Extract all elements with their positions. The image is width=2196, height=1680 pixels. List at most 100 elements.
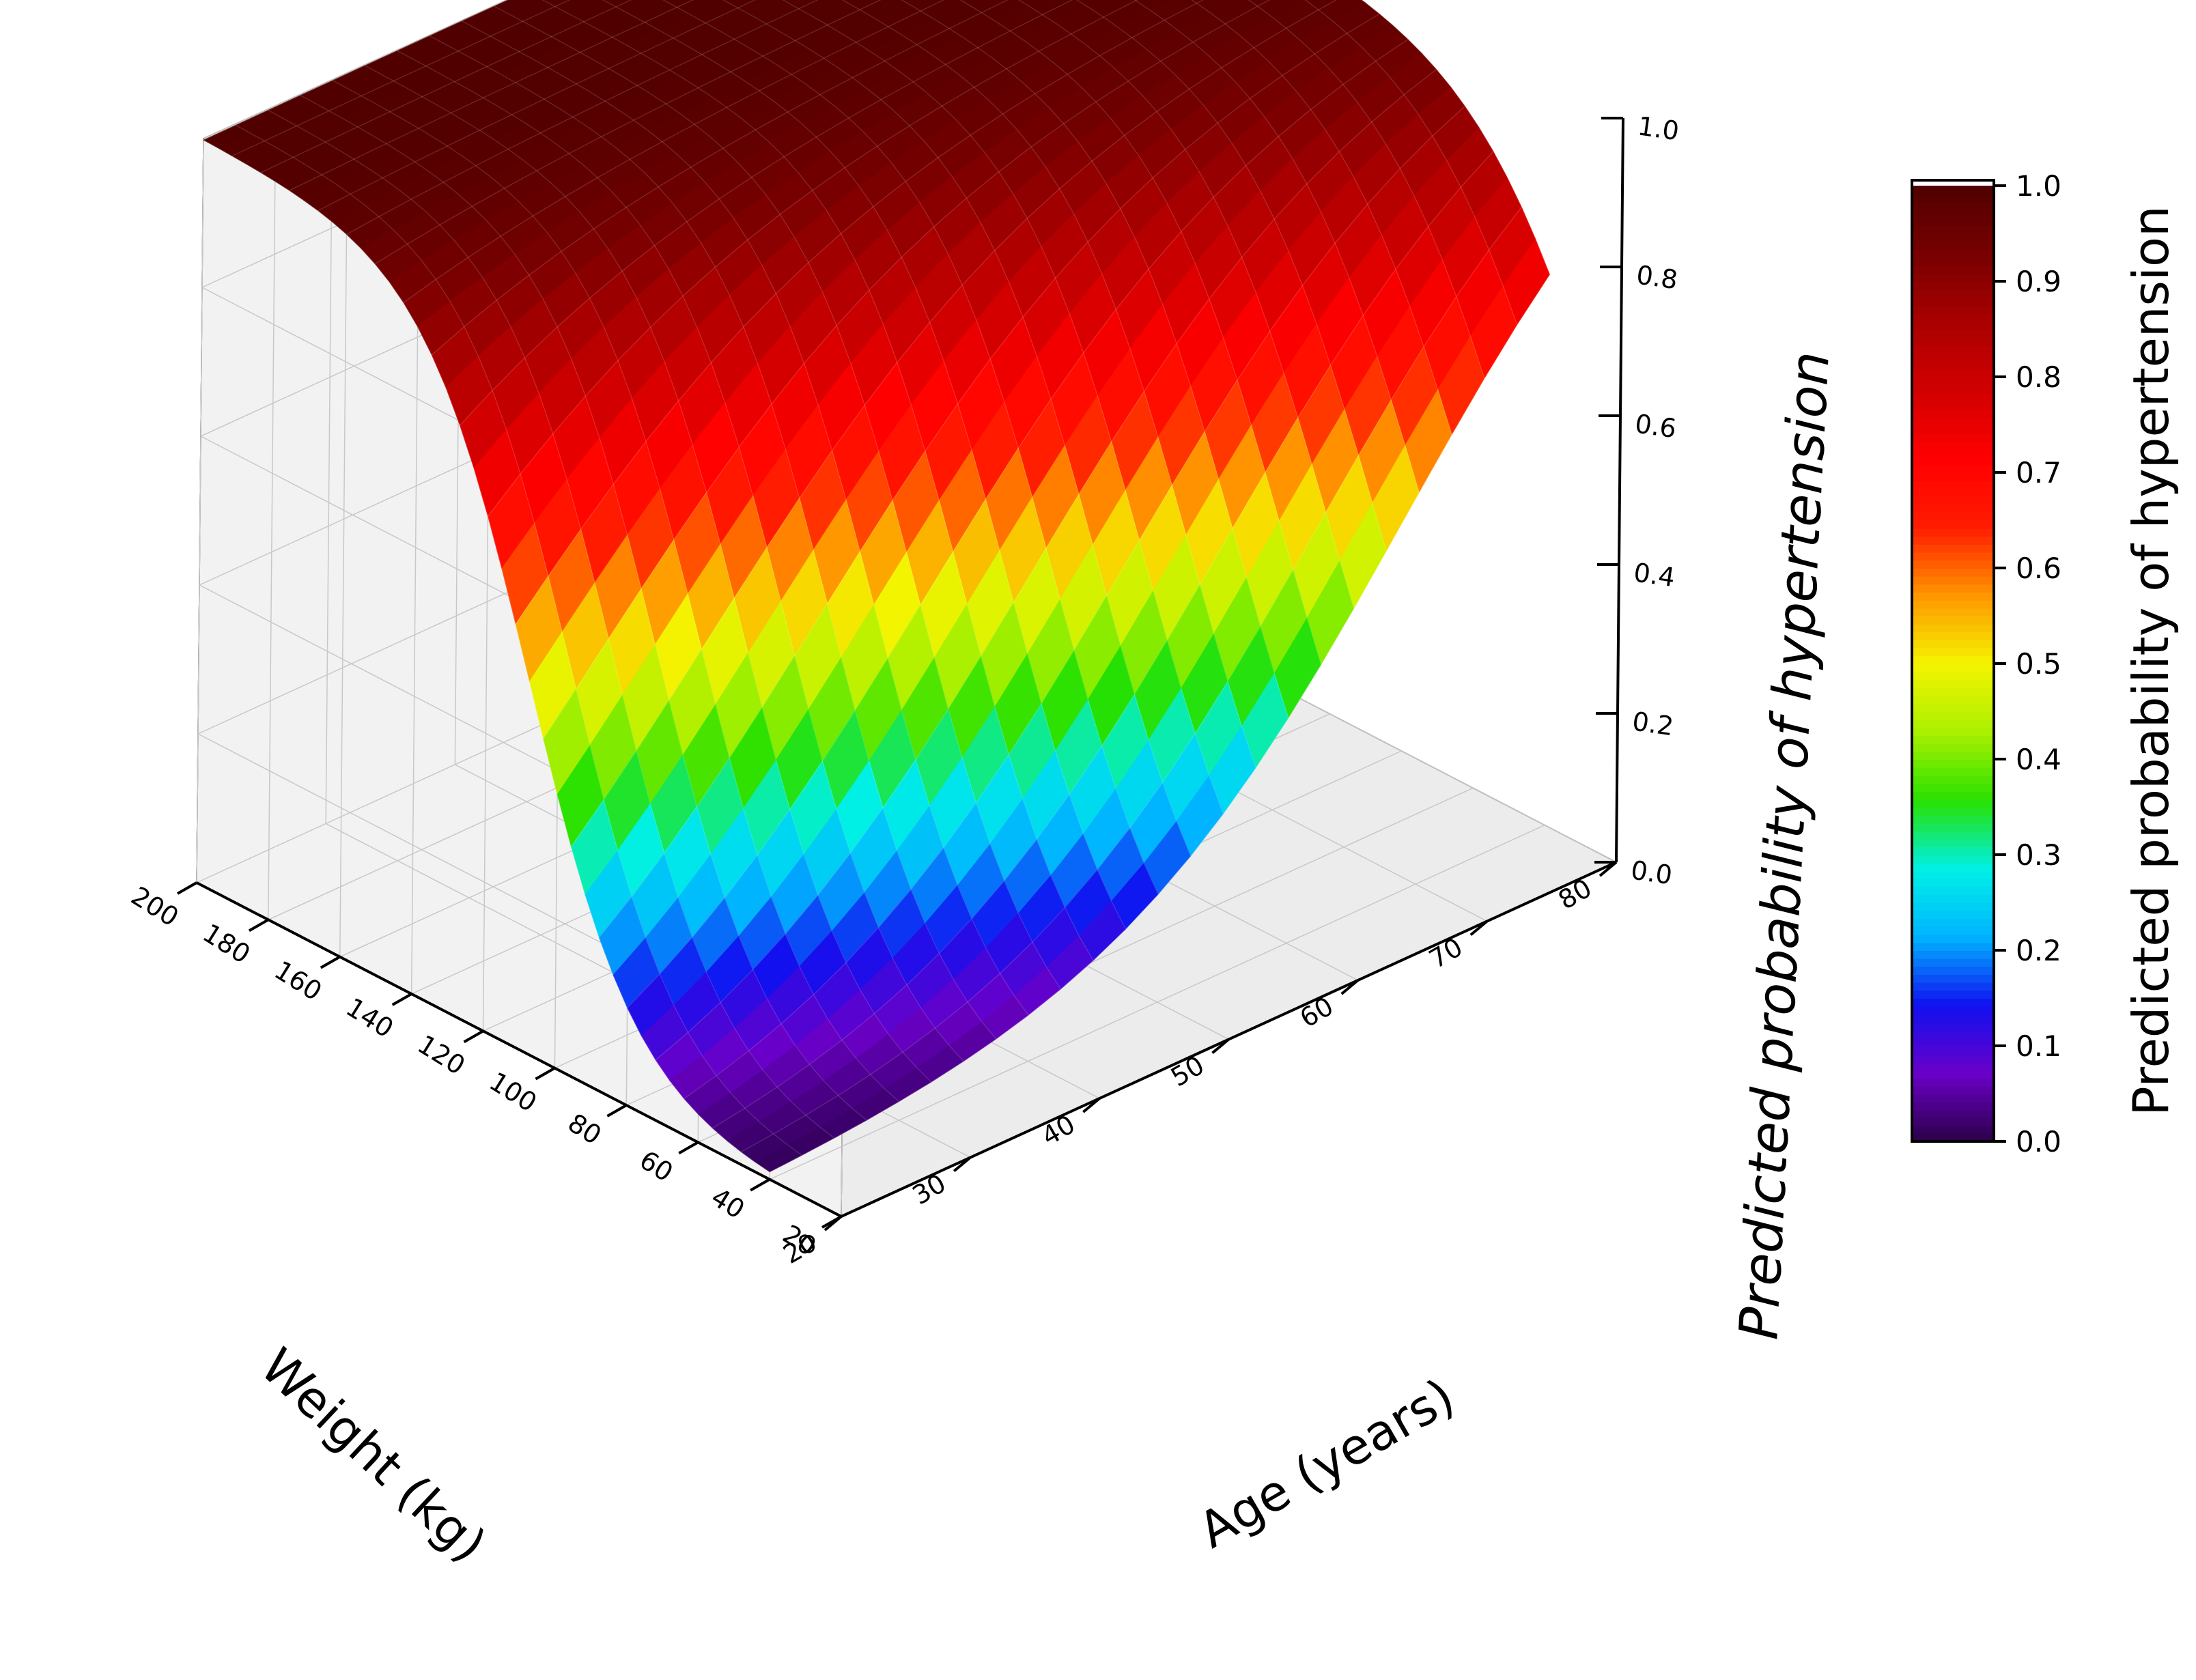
surface-mesh-line: [1304, 0, 1518, 325]
grid-line-weight-wall: [410, 249, 419, 995]
surface-mesh-line: [598, 13, 1380, 938]
colorbar-band: [1912, 990, 1994, 999]
colorbar-band: [1912, 241, 1994, 251]
surface-patch: [1248, 0, 1270, 7]
weight-axis-line: [196, 881, 842, 1218]
colorbar-band: [1912, 998, 1994, 1007]
colorbar-band: [1912, 384, 1994, 394]
weight-tick-label: 160: [269, 955, 327, 1007]
colorbar-band: [1912, 321, 1994, 330]
colorbar-band: [1912, 305, 1994, 314]
age-tick: [1599, 861, 1618, 877]
colorbar: 0.0 0.1 0.2 0.3 0.4 0.5 0.6 0.7 0.8 0.9 1.0: [1911, 169, 2061, 1158]
colorbar-band: [1912, 377, 1994, 386]
colorbar-band: [1912, 902, 1994, 911]
surface-mesh-line: [346, 0, 819, 235]
colorbar-band: [1912, 679, 1994, 688]
colorbar-band: [1912, 814, 1994, 824]
surface-patch: [901, 0, 913, 3]
z-axis-title: Predicted probability of hypertension: [1728, 350, 1842, 1341]
colorbar-band: [1912, 552, 1994, 561]
colorbar-band: [1912, 894, 1994, 903]
colorbar-band: [1912, 862, 1994, 872]
colorbar-band: [1912, 1117, 1994, 1126]
colorbar-band: [1912, 1006, 1994, 1015]
colorbar-band: [1912, 464, 1994, 473]
colorbar-band: [1912, 799, 1994, 808]
colorbar-band: [1912, 1014, 1994, 1023]
colorbar-tick-label: 0.5: [2016, 647, 2061, 681]
colorbar-band: [1912, 616, 1994, 625]
colorbar-band: [1912, 449, 1994, 457]
surface-mesh-line: [602, 0, 1127, 930]
colorbar-band: [1912, 743, 1994, 752]
weight-tick-label: 120: [412, 1029, 470, 1081]
weight-tick: [463, 1029, 484, 1044]
weight-tick: [535, 1066, 556, 1081]
colorbar-band: [1912, 568, 1994, 577]
colorbar-title: Predicted probability of hypertension: [2122, 205, 2180, 1115]
colorbar-band: [1912, 512, 1994, 521]
surface-mesh-line: [429, 35, 997, 1040]
colorbar-band: [1912, 823, 1994, 831]
colorbar-band: [1912, 711, 1994, 720]
weight-tick: [750, 1178, 771, 1192]
surface-mesh-line: [203, 139, 770, 1173]
surface-mesh-line: [1134, 0, 1420, 493]
colorbar-band: [1912, 393, 1994, 401]
colorbar-band: [1912, 1094, 1994, 1102]
colorbar-frame: [1911, 179, 1995, 1143]
colorbar-band: [1912, 695, 1994, 704]
colorbar-tick-label: 0.2: [2016, 934, 2061, 967]
colorbar-band: [1912, 1101, 1994, 1111]
grid-line-z-back: [203, 0, 508, 139]
age-tick: [1469, 920, 1489, 937]
colorbar-band: [1912, 1029, 1994, 1039]
colorbar-band: [1912, 313, 1994, 322]
colorbar-band: [1912, 879, 1994, 887]
z-tick-label: 0.6: [1633, 408, 1678, 444]
surface-mesh-line: [268, 109, 835, 1139]
surface-mesh-line: [289, 0, 694, 191]
surface-mesh-line: [741, 206, 1522, 1152]
colorbar-tick-label: 0.8: [2016, 360, 2061, 394]
colorbar-band: [1912, 592, 1994, 601]
colorbar-band: [1912, 831, 1994, 840]
colorbar-band: [1912, 544, 1994, 553]
colorbar-band: [1912, 1070, 1994, 1079]
surface-mesh-line: [318, 0, 756, 212]
weight-tick: [678, 1141, 699, 1155]
colorbar-band: [1912, 273, 1994, 282]
colorbar-band: [1912, 687, 1994, 696]
grid-line-weight-floor: [769, 824, 1545, 1180]
colorbar-band: [1912, 950, 1994, 959]
surface-mesh-line: [231, 0, 571, 157]
surface-mesh-line: [462, 20, 1029, 1016]
surface-mesh-line: [460, 0, 1073, 426]
colorbar-band: [1912, 201, 1994, 210]
colorbar-band: [1912, 870, 1994, 879]
colorbar-band: [1912, 337, 1994, 346]
surface-mesh-line: [571, 0, 1337, 847]
weight-tick: [177, 881, 197, 895]
colorbar-band: [1912, 488, 1994, 497]
colorbar-band: [1912, 1109, 1994, 1118]
colorbar-band: [1912, 432, 1994, 442]
surface-patch: [842, 0, 849, 2]
z-tick-label: 0.0: [1629, 855, 1674, 890]
colorbar-band: [1912, 974, 1994, 983]
colorbar-band: [1912, 727, 1994, 736]
surface-mesh-line: [959, 0, 1322, 665]
z-tick-label: 0.8: [1635, 259, 1680, 295]
surface-mesh-line: [300, 95, 867, 1121]
colorbar-band: [1912, 751, 1994, 760]
colorbar-band: [1912, 217, 1994, 227]
colorbar-band: [1912, 958, 1994, 967]
colorbar-band: [1912, 1046, 1994, 1055]
surface-mesh-line: [901, 0, 1289, 718]
probability-surface: [203, 0, 1551, 1173]
colorbar-band: [1912, 759, 1994, 768]
colorbar-band: [1912, 934, 1994, 943]
colorbar-band: [1912, 353, 1994, 362]
